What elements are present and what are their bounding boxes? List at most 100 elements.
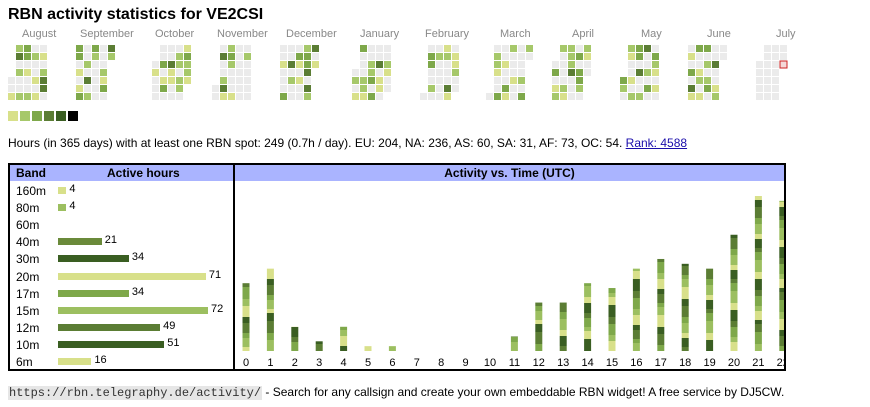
heatmap-day [176, 93, 183, 100]
hour-bar-segment [291, 327, 299, 337]
heatmap-day [244, 69, 251, 76]
heatmap-day [712, 69, 719, 76]
hour-bar-segment [584, 286, 592, 297]
heatmap-day [24, 45, 31, 52]
heatmap-day [636, 69, 643, 76]
heatmap-day [764, 77, 771, 84]
heatmap-day [76, 85, 83, 92]
heatmap-day [688, 61, 695, 68]
hour-bar-15 [608, 288, 616, 351]
heatmap-day [288, 85, 295, 92]
heatmap-day [720, 53, 727, 60]
heatmap-day [236, 69, 243, 76]
heatmap-day [16, 45, 23, 52]
heatmap-day [296, 45, 303, 52]
heatmap-day [184, 77, 191, 84]
heatmap-day [92, 77, 99, 84]
band-name: 40m [16, 235, 40, 250]
legend-swatch [68, 111, 78, 121]
heatmap-day [176, 45, 183, 52]
heatmap-day [32, 77, 39, 84]
band-hours-value: 4 [69, 183, 76, 195]
heatmap-day [100, 53, 107, 60]
heatmap-day [160, 69, 167, 76]
heatmap-day [436, 77, 443, 84]
page-title: RBN activity statistics for VE2CSI [8, 6, 264, 23]
heatmap-day [168, 77, 175, 84]
hour-bar-segment [632, 271, 640, 279]
heatmap-day [220, 45, 227, 52]
heatmap-day [568, 45, 575, 52]
heatmap-day [712, 77, 719, 84]
heatmap-day [696, 45, 703, 52]
heatmap-day [384, 61, 391, 68]
hour-bar-segment [779, 288, 784, 292]
heatmap-day [84, 45, 91, 52]
heatmap-day [518, 93, 525, 100]
rank-link[interactable]: Rank: 4588 [625, 136, 688, 150]
heatmap-day [502, 53, 509, 60]
hour-bar-segment [632, 298, 640, 309]
heatmap-day [688, 53, 695, 60]
hour-bar-segment [754, 332, 762, 344]
band-name: 60m [16, 218, 40, 233]
heatmap-day [628, 93, 635, 100]
band-row-40m: 40m 21 [10, 234, 233, 251]
heatmap-day [444, 85, 451, 92]
hour-bar-segment [657, 273, 665, 279]
hour-bar-segment [657, 294, 665, 303]
hour-bar-segment [730, 291, 738, 303]
heatmap-day [100, 61, 107, 68]
heatmap-day [24, 85, 31, 92]
heatmap-day [756, 85, 763, 92]
heatmap-day [652, 69, 659, 76]
heatmap-day [772, 85, 779, 92]
hour-bar-3 [315, 341, 323, 351]
heatmap-day [160, 77, 167, 84]
hour-bar-segment [681, 279, 689, 287]
band-name: 17m [16, 286, 40, 301]
stats-summary: Hours (in 365 days) with at least one RB… [8, 136, 687, 150]
band-hours-bar [58, 187, 67, 194]
hour-bar-segment [779, 346, 784, 351]
hour-bar-segment [754, 207, 762, 218]
hour-bar-segment [340, 330, 348, 336]
hour-bar-segment [632, 339, 640, 343]
heatmap-day [184, 45, 191, 52]
heatmap-day [368, 77, 375, 84]
heatmap-day [628, 61, 635, 68]
hour-bar-segment [779, 264, 784, 274]
hour-bar-22 [779, 200, 784, 351]
heatmap-day [584, 45, 591, 52]
band-row-160m: 160m 4 [10, 183, 233, 200]
hour-bar-segment [559, 319, 567, 330]
heatmap-day [756, 93, 763, 100]
heatmap-day [444, 69, 451, 76]
hour-label: 1 [267, 357, 273, 369]
heatmap-day [312, 45, 319, 52]
heatmap-day [436, 85, 443, 92]
band-column-header: Band [16, 166, 46, 180]
heatmap-day [368, 93, 375, 100]
hour-label: 4 [341, 357, 347, 369]
heatmap-day [494, 45, 501, 52]
hour-bar-segment [754, 279, 762, 290]
hour-bar-segment [608, 305, 616, 317]
heatmap-day [510, 53, 517, 60]
hour-bar-segment [730, 337, 738, 342]
hour-bar-segment [779, 216, 784, 220]
hour-label: 9 [463, 357, 469, 369]
heatmap-day [628, 69, 635, 76]
heatmap-day [228, 45, 235, 52]
heatmap-day [160, 53, 167, 60]
heatmap-day [444, 61, 451, 68]
heatmap-day [696, 77, 703, 84]
hour-bar-segment [779, 300, 784, 312]
heatmap-day [76, 69, 83, 76]
heatmap-day [452, 85, 459, 92]
hour-bar-segment [242, 323, 250, 333]
heatmap-day [288, 77, 295, 84]
hour-bar-segment [779, 312, 784, 319]
hour-bar-segment [266, 321, 274, 333]
footer-url[interactable]: https://rbn.telegraphy.de/activity/ [8, 386, 263, 400]
